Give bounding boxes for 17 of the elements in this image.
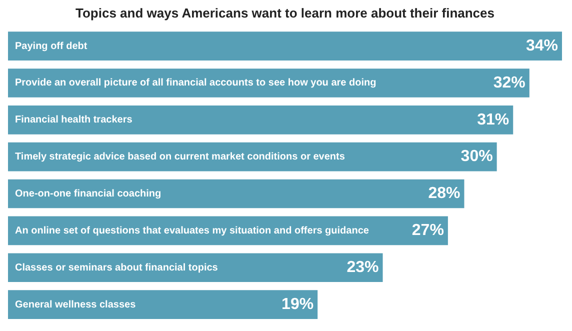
y-tick-label: One-on-one financial coaching [15,188,162,200]
data-label: 30% [460,148,493,166]
data-label: 32% [493,74,526,92]
y-tick-label: Classes or seminars about financial topics [15,262,218,274]
y-tick-label: Provide an overall picture of all financial accounts to see how you are doing [15,78,376,89]
y-tick-label: Timely strategic advice based on current market conditions or events [15,152,346,163]
data-label: 19% [282,296,314,313]
data-label: 31% [477,111,510,128]
data-label: 28% [428,185,460,202]
y-tick-label: Paying off debt [15,40,88,52]
y-tick-label: Financial health trackers [15,114,133,126]
y-tick-label: An online set of questions that evaluates my situation and offers guidance [15,225,370,236]
data-label: 23% [346,259,379,276]
data-label: 27% [412,222,444,240]
y-tick-label: General wellness classes [15,299,136,310]
chart-title: Topics and ways Americans want to learn more about their finances [76,5,494,20]
data-label: 34% [526,37,558,54]
